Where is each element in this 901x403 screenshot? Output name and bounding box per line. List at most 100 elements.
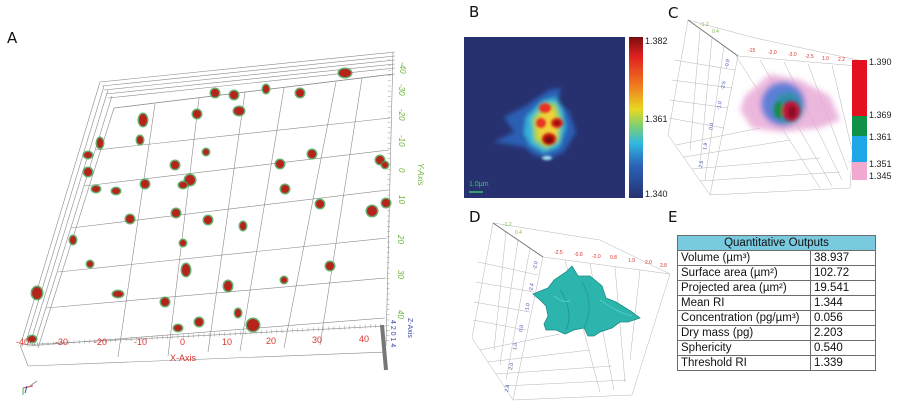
cell [97, 138, 103, 148]
metric-value: 0.056 [810, 310, 876, 326]
cell [339, 69, 351, 77]
cell [84, 152, 92, 158]
cell [171, 161, 179, 169]
svg-text:2.8: 2.8 [660, 263, 667, 269]
z-axis-title: Z-Axis [406, 318, 413, 338]
colorbar-c-level: 1.351 [869, 159, 892, 169]
svg-text:-2.5: -2.5 [805, 54, 814, 60]
panel-b-ri-map: 1.0µm [464, 37, 625, 198]
cell [308, 150, 316, 158]
table-row: Sphericity 0.540 [677, 340, 876, 356]
cell [247, 319, 259, 331]
cell [141, 180, 149, 188]
cell [113, 291, 123, 297]
cell [240, 222, 246, 230]
panel-label-e: E [668, 208, 678, 226]
y-tick: 0 [397, 168, 406, 173]
metric-name: Dry mass (pg) [677, 325, 811, 341]
panel-label-d: D [469, 208, 481, 226]
x-tick: -30 [55, 337, 68, 347]
panel-d-axis-ticks: -2.5 -0.8 -2.0 0.8 1.9 2.0 2.8 -1.2 0.4 … [503, 222, 667, 392]
metric-value: 0.540 [810, 340, 876, 356]
x-tick: 10 [222, 337, 232, 347]
svg-text:-2.0: -2.0 [592, 254, 601, 260]
table-row: Threshold RI 1.339 [677, 355, 876, 371]
z-ticks: 4 2 0 1 4 [389, 320, 396, 347]
cell [382, 199, 390, 207]
panel-a-ruler-ticks [21, 59, 391, 347]
svg-text:-1.0: -1.0 [524, 303, 531, 313]
svg-text:1.9: 1.9 [702, 142, 709, 150]
x-tick: 20 [266, 336, 276, 346]
metric-value: 19.541 [810, 280, 876, 296]
cell-surface [532, 265, 641, 337]
svg-text:0.0: 0.0 [518, 324, 525, 332]
panel-c-axis-ticks: -15 -2.0 -3.0 -2.5 1.0 2.2 -1.2 0.4 -0.9… [698, 22, 845, 168]
x-tick: 40 [359, 334, 369, 344]
colorbar-c-level: 1.361 [869, 132, 892, 142]
cell [203, 149, 209, 155]
cell [235, 309, 241, 317]
metric-name: Volume (µm³) [677, 250, 811, 266]
svg-text:-15: -15 [748, 48, 755, 54]
svg-text:-3.0: -3.0 [788, 52, 797, 58]
table-row: Mean RI 1.344 [677, 295, 876, 311]
cell [179, 182, 187, 188]
ri-heatmap: 1.0µm [469, 88, 576, 193]
scale-bar-label: 1.0µm [469, 181, 489, 188]
cell [139, 114, 147, 126]
panel-label-b: B [469, 3, 480, 21]
svg-text:2.2: 2.2 [838, 57, 845, 63]
cell [87, 261, 93, 267]
svg-text:2.0: 2.0 [508, 362, 515, 370]
cell [224, 281, 232, 291]
x-tick: -10 [134, 337, 147, 347]
cell [382, 162, 388, 168]
colorbar-c-level: 1.345 [869, 171, 892, 181]
table-row: Concentration (pg/µm³) 0.056 [677, 310, 876, 326]
metric-value: 2.203 [810, 325, 876, 341]
svg-text:0.0: 0.0 [708, 122, 715, 130]
cell [92, 186, 100, 192]
svg-text:-0.9: -0.9 [724, 59, 731, 69]
panel-c-colorbar [852, 60, 867, 180]
svg-text:-2.0: -2.0 [768, 50, 777, 56]
svg-text:0.8: 0.8 [610, 255, 617, 261]
y-tick: -20 [397, 109, 406, 121]
cell [281, 277, 287, 283]
metric-name: Surface area (µm²) [677, 265, 811, 281]
svg-text:-1.2: -1.2 [503, 222, 512, 228]
cell [276, 160, 284, 168]
cell [161, 298, 169, 306]
colorbar-c-pink [852, 162, 867, 180]
cell [182, 264, 190, 276]
panel-label-a: A [7, 29, 18, 47]
metric-name: Threshold RI [677, 355, 811, 371]
cell [296, 89, 304, 97]
svg-text:-1.2: -1.2 [700, 22, 709, 28]
cell [180, 240, 186, 246]
table-header: Quantitative Outputs [677, 235, 876, 251]
svg-text:1.0: 1.0 [512, 342, 519, 350]
svg-text:-2.4: -2.4 [528, 283, 535, 293]
cell [84, 168, 92, 176]
table-row: Dry mass (pg) 2.203 [677, 325, 876, 341]
panel-a-cells [26, 67, 392, 344]
svg-text:0.4: 0.4 [712, 29, 719, 35]
y-tick: 20 [396, 234, 405, 244]
x-tick: -40 [16, 337, 29, 347]
metric-name: Mean RI [677, 295, 811, 311]
colorbar-c-green [852, 116, 867, 136]
y-tick: -40 [398, 62, 407, 74]
cell [234, 107, 244, 115]
cell [230, 91, 238, 99]
colorbar-b-max: 1.382 [645, 36, 668, 46]
colorbar-c-blue [852, 136, 867, 162]
cell [326, 262, 334, 270]
metric-value: 1.339 [810, 355, 876, 371]
metric-name: Sphericity [677, 340, 811, 356]
cell [367, 206, 377, 216]
cell [28, 336, 36, 342]
cell [193, 110, 201, 118]
